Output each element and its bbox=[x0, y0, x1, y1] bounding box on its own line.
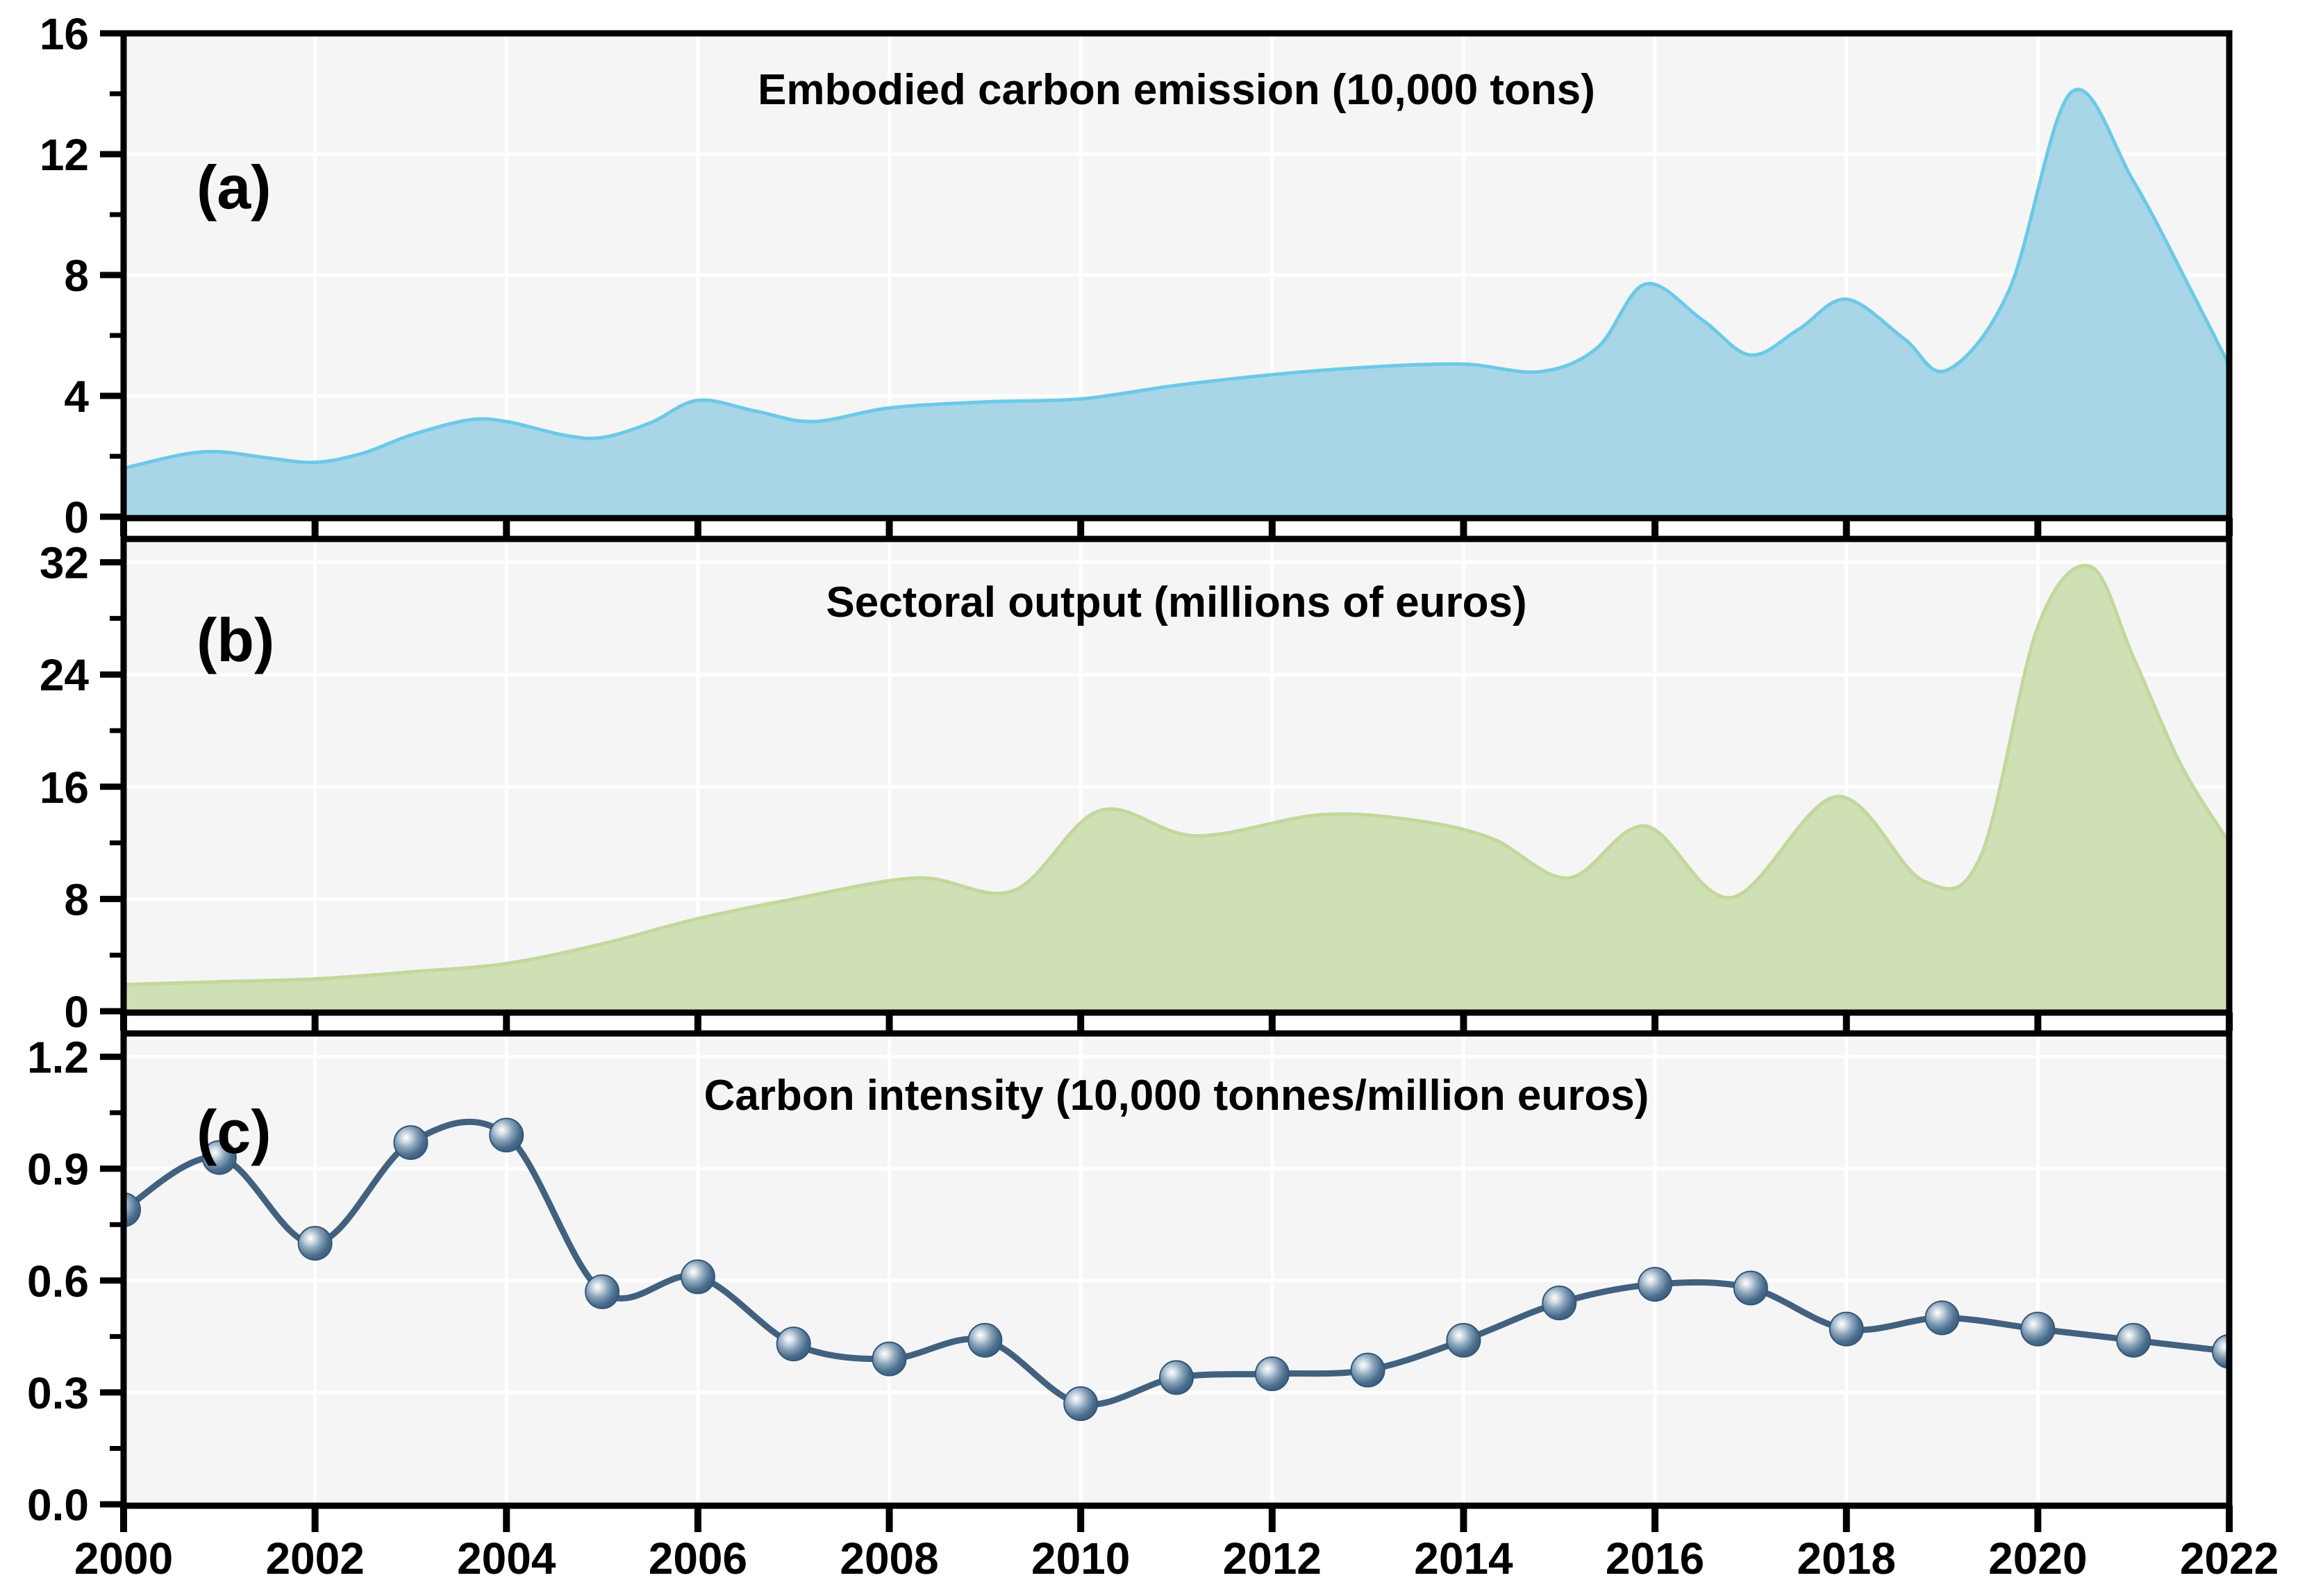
x-tick-label: 2016 bbox=[1606, 1533, 1704, 1583]
y-tick-label: 12 bbox=[40, 130, 89, 180]
x-tick-label: 2006 bbox=[649, 1533, 747, 1583]
panel-a-title: Embodied carbon emission (10,000 tons) bbox=[758, 66, 1595, 114]
y-tick-label: 0.0 bbox=[27, 1480, 89, 1530]
x-tick-label: 2000 bbox=[74, 1533, 173, 1583]
data-point-2009 bbox=[967, 1322, 1003, 1358]
data-point-2017 bbox=[1733, 1270, 1768, 1306]
data-point-2011 bbox=[1159, 1360, 1194, 1395]
y-tick-label: 8 bbox=[64, 874, 89, 924]
data-point-2004 bbox=[489, 1117, 524, 1153]
area-edge-line bbox=[124, 564, 2229, 987]
y-tick-label: 0 bbox=[64, 492, 89, 542]
series-a bbox=[124, 88, 2229, 518]
data-point-2013 bbox=[1350, 1352, 1385, 1388]
sectoral-output-area bbox=[124, 565, 2229, 1013]
annotations-group: Embodied carbon emission (10,000 tons) S… bbox=[197, 66, 1649, 1166]
x-axis-labels: 2000 2002 2004 2006 2008 2010 2012 2014 2016 2018… bbox=[74, 1533, 2279, 1583]
data-point-2021 bbox=[2116, 1322, 2151, 1358]
panel-c-title: Carbon intensity (10,000 tonnes/million … bbox=[704, 1072, 1649, 1120]
data-point-2003 bbox=[393, 1125, 428, 1161]
data-point-2019 bbox=[1924, 1300, 1960, 1336]
y-ticks-a bbox=[100, 30, 124, 520]
x-tick-label: 2014 bbox=[1414, 1533, 1513, 1583]
embodied-carbon-area bbox=[124, 89, 2229, 518]
data-point-2015 bbox=[1542, 1286, 1577, 1321]
data-point-2008 bbox=[872, 1341, 907, 1377]
data-point-2010 bbox=[1063, 1386, 1099, 1422]
y-tick-label: 0.3 bbox=[27, 1368, 89, 1418]
data-point-2012 bbox=[1254, 1356, 1290, 1392]
x-tick-label: 2012 bbox=[1223, 1533, 1322, 1583]
data-point-2020 bbox=[2020, 1311, 2056, 1347]
x-tick-label: 2002 bbox=[265, 1533, 364, 1583]
panel-c: 0.0 0.3 0.6 0.9 1.2 bbox=[27, 1030, 2233, 1532]
panel-c-letter: (c) bbox=[197, 1097, 272, 1166]
panel-border-b bbox=[120, 535, 2233, 1016]
panel-b: 0 8 16 24 32 bbox=[40, 535, 2233, 1037]
y-tick-label: 0.9 bbox=[27, 1145, 89, 1195]
y-tick-label: 1.2 bbox=[27, 1033, 89, 1083]
data-point-2002 bbox=[297, 1226, 333, 1261]
x-tick-label: 2020 bbox=[1988, 1533, 2087, 1583]
x-tick-label: 2008 bbox=[840, 1533, 938, 1583]
y-tick-label: 0 bbox=[64, 987, 89, 1037]
data-point-2016 bbox=[1638, 1267, 1673, 1302]
y-tick-label: 16 bbox=[40, 763, 89, 813]
y-ticks-c bbox=[100, 1054, 124, 1508]
y-tick-label: 16 bbox=[40, 9, 89, 59]
data-point-2005 bbox=[585, 1274, 620, 1309]
x-tick-label: 2022 bbox=[2180, 1533, 2279, 1583]
panel-border-c bbox=[120, 1030, 2233, 1509]
data-point-2006 bbox=[680, 1259, 715, 1295]
panel-b-letter: (b) bbox=[197, 606, 274, 674]
panel-b-title: Sectoral output (millions of euros) bbox=[826, 579, 1526, 626]
y-ticks-b bbox=[100, 559, 124, 1015]
data-point-2018 bbox=[1829, 1311, 1864, 1347]
y-tick-label: 32 bbox=[40, 538, 89, 588]
data-point-2022 bbox=[2212, 1333, 2229, 1369]
x-tick-label: 2004 bbox=[457, 1533, 556, 1583]
data-point-2000 bbox=[124, 1192, 141, 1227]
panel-a-letter: (a) bbox=[197, 153, 272, 222]
y-tick-label: 8 bbox=[64, 251, 89, 301]
y-tick-label: 0.6 bbox=[27, 1256, 89, 1306]
series-c bbox=[124, 1117, 2229, 1422]
panel-a: 0 4 8 12 16 bbox=[40, 9, 2233, 542]
data-point-2014 bbox=[1446, 1322, 1481, 1358]
gridlines-c bbox=[124, 1033, 2229, 1506]
y-tick-label: 4 bbox=[64, 372, 89, 422]
x-tick-label: 2018 bbox=[1797, 1533, 1896, 1583]
y-tick-label: 24 bbox=[40, 650, 90, 700]
x-tick-label: 2010 bbox=[1031, 1533, 1130, 1583]
series-b bbox=[124, 564, 2229, 1013]
plot-area-c bbox=[124, 1033, 2229, 1506]
data-point-2001 bbox=[201, 1140, 237, 1175]
area-edge-line bbox=[124, 88, 2229, 470]
data-point-2007 bbox=[776, 1327, 811, 1362]
